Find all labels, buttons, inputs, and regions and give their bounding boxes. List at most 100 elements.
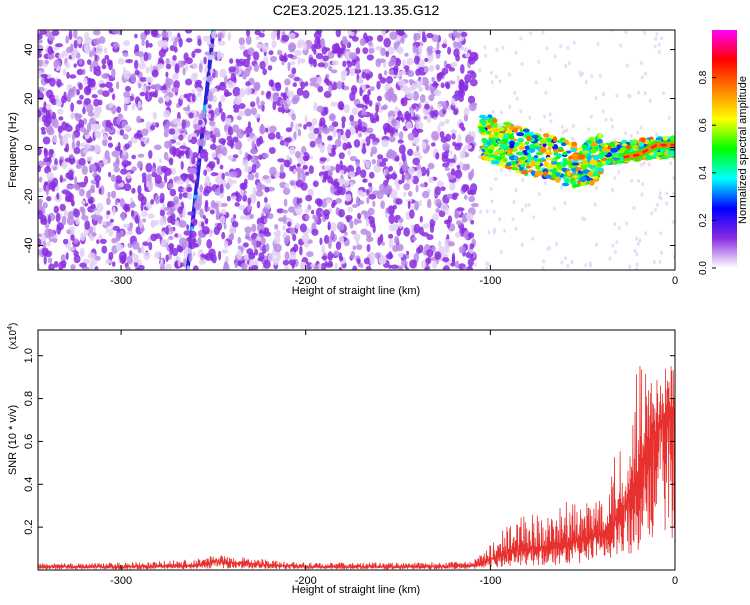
noise-blob <box>404 172 412 181</box>
noise-blob <box>297 123 303 128</box>
noise-blob <box>360 169 367 179</box>
noise-blob <box>38 187 44 193</box>
noise-blob <box>529 31 533 36</box>
noise-blob <box>302 165 308 170</box>
snr-axes: -300 -200 -100 00.20.40.60.81.0 <box>23 330 678 587</box>
noise-blob <box>460 31 468 38</box>
noise-blob <box>90 258 98 266</box>
signal-blob <box>545 174 552 179</box>
noise-blob <box>198 259 207 265</box>
noise-blob <box>450 61 458 68</box>
noise-blob <box>439 131 445 139</box>
noise-blob <box>247 173 255 181</box>
signal-blob <box>570 148 577 153</box>
noise-blob <box>42 202 48 209</box>
noise-blob <box>183 258 187 268</box>
noise-blob <box>383 37 392 48</box>
noise-blob <box>350 182 354 187</box>
signal-blob <box>597 133 603 139</box>
noise-blob <box>498 217 502 222</box>
noise-blob <box>381 30 386 37</box>
noise-blob <box>202 35 210 42</box>
noise-blob <box>108 227 114 237</box>
noise-blob <box>70 102 74 113</box>
noise-blob <box>142 177 147 184</box>
noise-blob <box>207 177 211 187</box>
noise-blob <box>368 47 375 54</box>
noise-blob <box>92 144 101 154</box>
noise-blob <box>169 188 177 197</box>
noise-blob <box>164 96 170 101</box>
noise-blob <box>206 239 213 249</box>
noise-blob <box>47 257 53 264</box>
noise-blob <box>560 124 564 129</box>
noise-blob <box>428 176 434 183</box>
noise-blob <box>188 112 194 119</box>
noise-blob <box>642 30 646 35</box>
noise-blob <box>210 110 215 119</box>
noise-blob <box>175 141 181 146</box>
noise-blob <box>365 265 372 270</box>
noise-blob <box>658 259 662 264</box>
noise-blob <box>368 182 372 187</box>
noise-blob <box>544 181 547 186</box>
noise-blob <box>304 209 310 213</box>
noise-blob <box>267 213 274 220</box>
noise-blob <box>398 179 403 185</box>
noise-blob <box>598 73 602 78</box>
noise-blob <box>367 207 375 216</box>
noise-blob <box>421 141 427 150</box>
noise-blob <box>41 130 47 135</box>
noise-blob <box>420 94 426 103</box>
noise-blob <box>451 133 456 140</box>
noise-blob <box>352 265 358 270</box>
noise-blob <box>126 230 133 236</box>
signal-blob <box>586 155 592 161</box>
noise-blob <box>602 92 605 97</box>
noise-blob <box>412 44 417 54</box>
noise-blob <box>296 163 301 168</box>
noise-blob <box>654 36 658 41</box>
noise-blob <box>197 236 202 246</box>
noise-blob <box>398 161 403 167</box>
noise-blob <box>409 259 417 269</box>
noise-blob <box>301 172 306 183</box>
noise-blob <box>503 228 507 233</box>
noise-blob <box>165 254 169 262</box>
noise-blob <box>388 238 394 249</box>
signal-blob <box>555 177 561 184</box>
noise-blob <box>429 223 435 234</box>
noise-blob <box>469 78 478 87</box>
noise-blob <box>416 163 421 170</box>
noise-blob <box>98 36 106 44</box>
noise-blob <box>322 127 330 135</box>
noise-blob <box>302 42 308 51</box>
signal-blob <box>669 136 675 142</box>
noise-blob <box>44 228 52 239</box>
noise-blob <box>296 87 304 96</box>
noise-blob <box>176 117 181 126</box>
noise-blob <box>94 54 98 62</box>
noise-blob <box>484 53 488 58</box>
signal-blob <box>562 157 568 164</box>
noise-blob <box>489 70 493 75</box>
noise-blob <box>223 222 227 230</box>
noise-blob <box>185 57 193 65</box>
noise-blob <box>590 74 594 79</box>
noise-blob <box>209 143 217 150</box>
noise-blob <box>347 206 353 213</box>
noise-blob <box>446 193 454 199</box>
noise-blob <box>47 214 52 225</box>
noise-blob <box>53 261 59 268</box>
noise-blob <box>356 244 363 251</box>
noise-blob <box>138 219 143 229</box>
noise-blob <box>462 266 467 270</box>
noise-blob <box>151 69 159 78</box>
noise-blob <box>232 154 239 159</box>
signal-blob <box>656 151 664 156</box>
noise-blob <box>334 262 338 270</box>
noise-blob <box>75 164 82 170</box>
signal-blob <box>509 144 515 149</box>
colorbar-tick-label: 0.8 <box>698 70 709 84</box>
noise-blob <box>619 43 623 48</box>
